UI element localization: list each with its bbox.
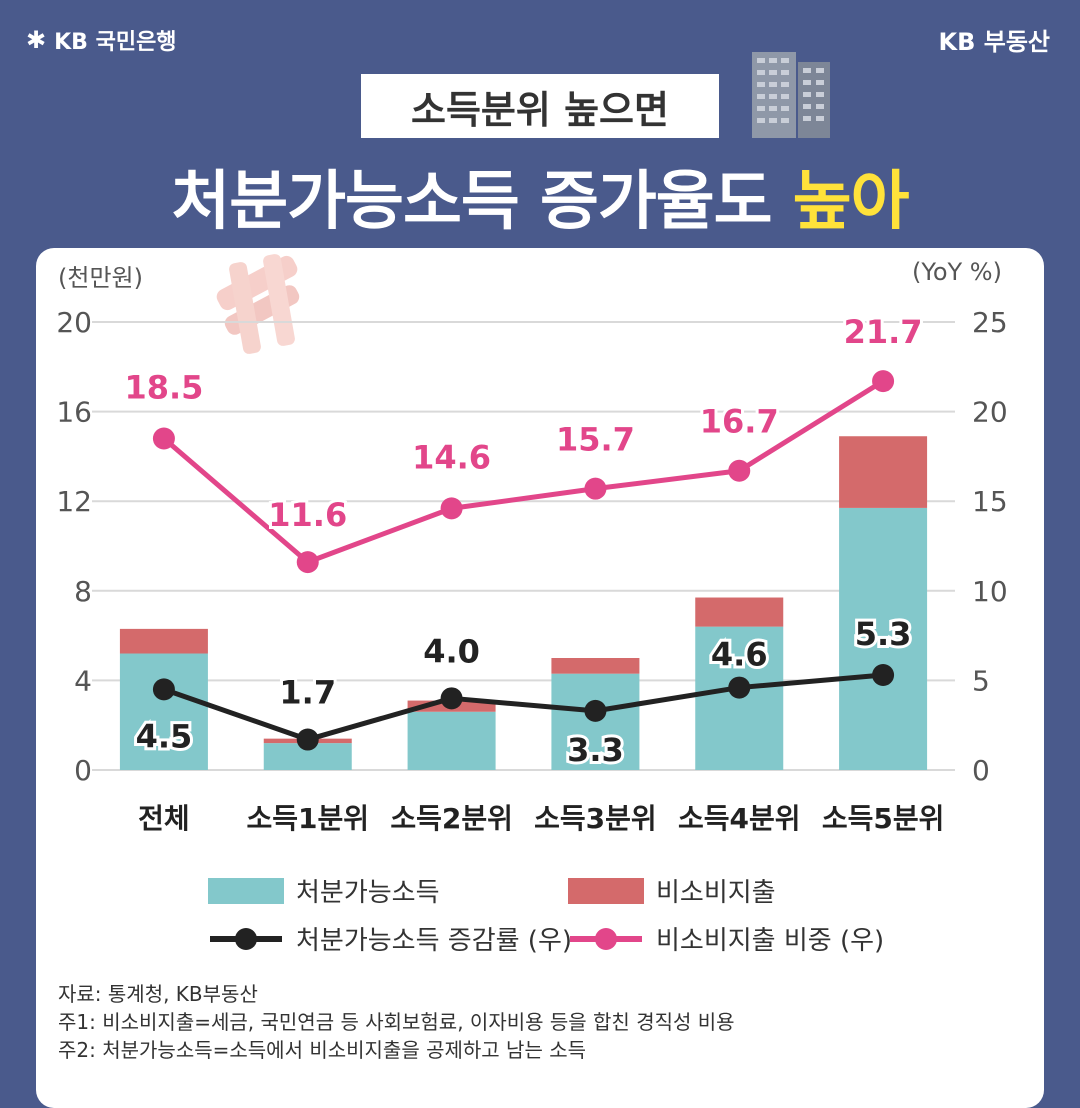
x-tick-label: 소득1분위 [246, 802, 369, 835]
subtitle-box: 소득분위 높으면 [361, 74, 719, 138]
title-main: 처분가능소득 증가율도 [171, 165, 772, 239]
share-point [584, 477, 607, 500]
footnote-1: 주1: 비소비지출=세금, 국민연금 등 사회보험료, 이자비용 등을 합친 경… [58, 1010, 735, 1034]
right-tick-label: 15 [972, 485, 1008, 518]
growth-point [872, 664, 895, 687]
growth-data-label: 4.0 [423, 632, 480, 670]
legend-growth: 처분가능소득 증감률 (우) [208, 920, 572, 957]
growth-data-label: 3.3 [567, 731, 624, 769]
growth-point [584, 699, 607, 722]
bar-nonconsumption [839, 436, 928, 508]
right-axis-unit: (YoY %) [912, 258, 1002, 286]
growth-data-label: 4.5 [136, 717, 193, 755]
legend-disposable: 처분가능소득 [208, 872, 440, 909]
legend-nonconsumption: 비소비지출 [568, 872, 776, 909]
growth-line [163, 672, 884, 743]
right-tick-label: 20 [972, 396, 1008, 429]
left-tick-label: 4 [74, 664, 92, 697]
growth-point [440, 687, 463, 710]
right-tick-label: 25 [972, 306, 1008, 339]
kb-kookmin-logo: ✱ KB 국민은행 [26, 24, 177, 56]
bar-disposable [839, 507, 928, 770]
won-coin-icon [216, 254, 300, 354]
share-data-label: 16.7 [700, 403, 779, 441]
bar-disposable [407, 711, 496, 770]
growth-point [728, 676, 751, 699]
footnotes: 자료: 통계청, KB부동산 주1: 비소비지출=세금, 국민연금 등 사회보험… [58, 980, 735, 1064]
x-tick-label: 소득3분위 [534, 802, 657, 835]
bar-nonconsumption [119, 628, 208, 654]
kb-star-icon: ✱ [26, 26, 47, 54]
x-tick-label: 소득5분위 [822, 802, 945, 835]
share-data-label: 11.6 [268, 496, 347, 534]
legend-swatch-disposable [208, 877, 284, 904]
buildings-icon [752, 52, 830, 138]
right-tick-label: 5 [972, 664, 990, 697]
bar-nonconsumption [695, 597, 784, 627]
left-tick-label: 0 [74, 754, 92, 787]
legend-swatch-nonconsumption [568, 877, 644, 904]
left-tick-label: 16 [56, 396, 92, 429]
share-data-label: 18.5 [124, 368, 203, 406]
share-point [440, 497, 463, 520]
share-data-label: 14.6 [412, 438, 491, 476]
x-tick-label: 전체 [138, 802, 190, 835]
right-tick-label: 0 [972, 754, 990, 787]
right-tick-label: 10 [972, 575, 1008, 608]
legend-share: 비소비지출 비중 (우) [568, 920, 884, 957]
share-data-label: 21.7 [844, 313, 923, 351]
growth-data-label: 5.3 [855, 615, 912, 653]
bar-nonconsumption [551, 658, 640, 674]
share-point [296, 551, 319, 574]
share-point [872, 370, 895, 393]
legend-swatch-growth [210, 927, 282, 950]
left-tick-label: 20 [56, 306, 92, 339]
share-line [162, 379, 885, 565]
growth-point [152, 678, 175, 701]
x-tick-label: 소득4분위 [678, 802, 801, 835]
legend-label-nonconsumption: 비소비지출 [656, 878, 776, 908]
legend-swatch-share [570, 927, 642, 950]
growth-data-label: 1.7 [279, 674, 336, 712]
bar-disposable [119, 653, 208, 770]
left-tick-label: 12 [56, 485, 92, 518]
page-title: 처분가능소득 증가율도 높아 [0, 150, 1080, 242]
share-point [728, 459, 751, 482]
legend-label-share: 비소비지출 비중 (우) [656, 926, 885, 956]
growth-data-label: 4.6 [711, 636, 768, 674]
x-tick-label: 소득2분위 [390, 802, 513, 835]
share-data-label: 15.7 [556, 421, 635, 459]
title-highlight: 높아 [792, 165, 910, 239]
brand-left-text: KB 국민은행 [54, 30, 177, 55]
left-axis-unit: (천만원) [58, 264, 143, 292]
legend-label-growth: 처분가능소득 증감률 (우) [296, 926, 573, 956]
share-point [152, 427, 175, 450]
footnote-2: 주2: 처분가능소득=소득에서 비소비지출을 공제하고 남는 소득 [58, 1038, 587, 1062]
growth-point [296, 728, 319, 751]
combo-chart: 18.5 11.6 14.6 15.7 16.7 21.7 4.5 1.7 4.0 3.3 4.6 5… [56, 254, 1008, 835]
kb-realestate-logo: KB 부동산 [938, 28, 1051, 56]
source-note: 자료: 통계청, KB부동산 [58, 982, 258, 1006]
left-tick-label: 8 [74, 575, 92, 608]
legend-label-disposable: 처분가능소득 [296, 878, 440, 908]
